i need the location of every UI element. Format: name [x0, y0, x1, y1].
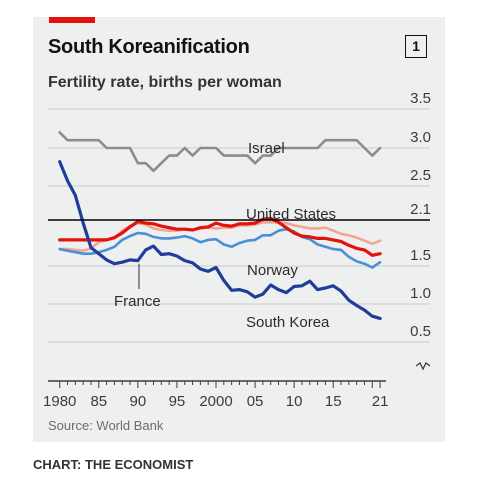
series-layer	[58, 131, 382, 320]
source-note: Source: World Bank	[48, 418, 164, 433]
series-line-united-states	[58, 216, 382, 257]
x-tick-label: 10	[286, 393, 303, 410]
series-line-france	[58, 221, 382, 252]
y-tick-labels: 3.5 3.0 2.5 2.1 1.5 1.0 0.5	[410, 90, 431, 371]
x-axis: 1980 85 90 95 2000 05 10 15 21	[43, 380, 389, 410]
series-label-israel: Israel	[248, 140, 285, 157]
y-tick-label: 3.0	[410, 129, 431, 146]
series-label-united-states: United States	[246, 206, 336, 223]
series-line-israel	[58, 131, 382, 173]
x-tick-label: 2000	[199, 393, 232, 410]
series-label-france: France	[114, 293, 161, 310]
y-tick-label: 3.5	[410, 90, 431, 107]
x-tick-label: 21	[372, 393, 389, 410]
brand-red-tab	[49, 17, 95, 23]
y-tick-label: 2.1	[410, 201, 431, 218]
x-tick-label: 1980	[43, 393, 76, 410]
y-tick-label: 0.5	[410, 323, 431, 340]
chart-subtitle: Fertility rate, births per woman	[48, 74, 282, 91]
series-label-norway: Norway	[247, 262, 298, 279]
y-tick-label: 1.5	[410, 247, 431, 264]
chart-number-badge: 1	[405, 35, 427, 58]
series-labels: Israel United States Norway France South Kor…	[114, 140, 336, 331]
series-line-south-korea	[58, 160, 382, 320]
chart-credit: CHART: THE ECONOMIST	[33, 457, 194, 472]
series-label-south-korea: South Korea	[246, 314, 330, 331]
chart-card	[33, 17, 445, 442]
x-tick-label: 05	[247, 393, 264, 410]
y-tick-label: 1.0	[410, 285, 431, 302]
x-tick-label: 85	[90, 393, 107, 410]
x-tick-label: 15	[325, 393, 342, 410]
y-tick-label: 2.5	[410, 167, 431, 184]
x-tick-label: 95	[169, 393, 186, 410]
axis-break-icon	[415, 362, 431, 371]
series-line-norway	[58, 227, 382, 269]
chart-title: South Koreanification	[48, 36, 250, 58]
x-tick-label: 90	[130, 393, 147, 410]
